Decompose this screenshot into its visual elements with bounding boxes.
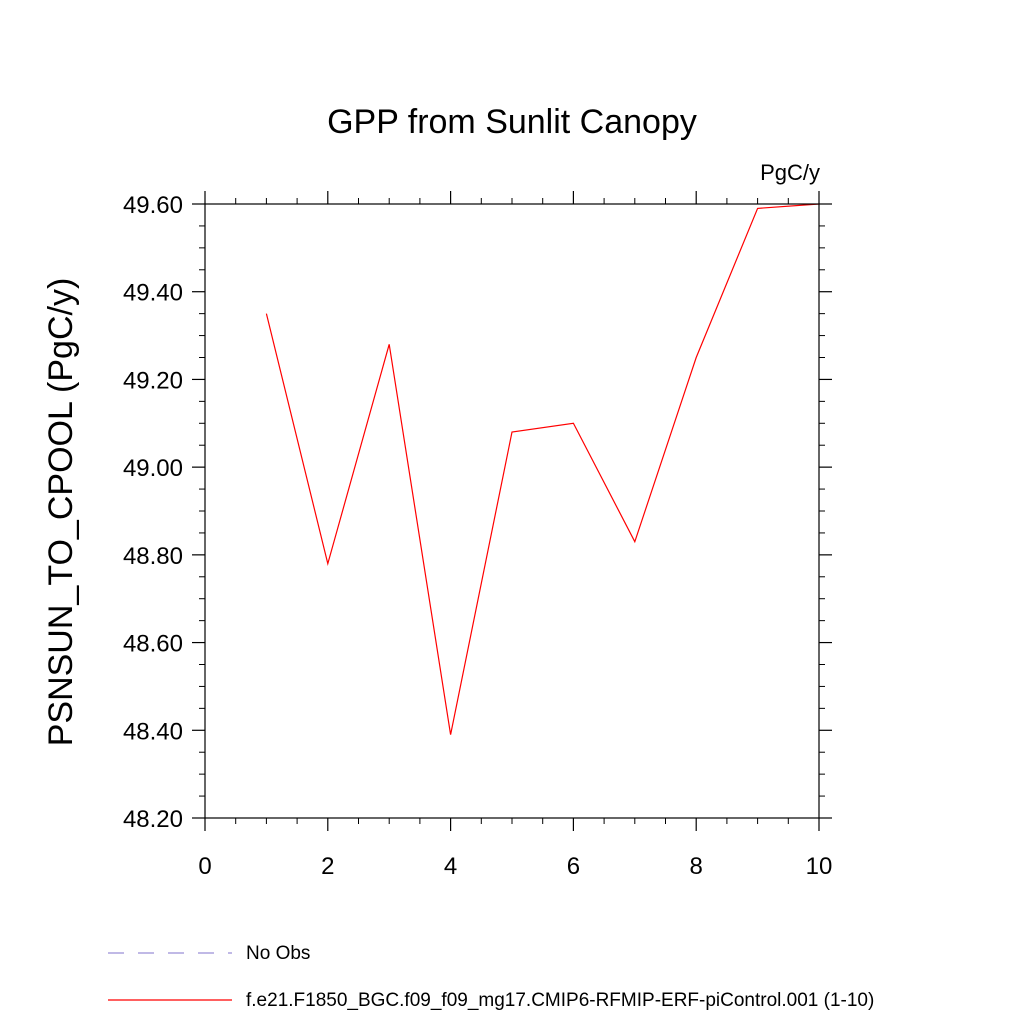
y-tick-labels: 48.20 48.40 48.60 48.80 49.00 49.20 49.40 49.60 — [123, 192, 183, 833]
x-tick-label: 8 — [690, 853, 703, 880]
y-tick-label: 48.40 — [123, 718, 183, 745]
x-tick-label: 0 — [198, 853, 211, 880]
legend-label-no-obs: No Obs — [246, 943, 310, 964]
y-tick-label: 49.40 — [123, 280, 183, 307]
series-line — [265, 203, 820, 735]
legend-label-series: f.e21.F1850_BGC.f09_f09_mg17.CMIP6-RFMIP… — [246, 990, 874, 1011]
minor-ticks — [199, 198, 825, 824]
x-tick-labels: 0 2 4 6 8 10 — [198, 853, 832, 880]
x-tick-label: 4 — [444, 853, 457, 880]
chart-title: GPP from Sunlit Canopy — [327, 103, 697, 141]
y-tick-label: 49.00 — [123, 455, 183, 482]
legend: No Obs f.e21.F1850_BGC.f09_f09_mg17.CMIP… — [108, 943, 874, 1011]
major-ticks — [192, 191, 832, 831]
y-tick-label: 48.20 — [123, 806, 183, 833]
series-layer — [265, 203, 820, 735]
y-axis-label: PSNSUN_TO_CPOOL (PgC/y) — [42, 278, 80, 747]
x-tick-label: 2 — [321, 853, 334, 880]
y-tick-label: 48.60 — [123, 631, 183, 658]
units-label: PgC/y — [760, 160, 820, 185]
x-tick-label: 10 — [806, 853, 833, 880]
plot-frame — [204, 203, 820, 819]
y-tick-label: 48.80 — [123, 543, 183, 570]
x-tick-label: 6 — [567, 853, 580, 880]
y-tick-label: 49.20 — [123, 367, 183, 394]
y-tick-label: 49.60 — [123, 192, 183, 219]
